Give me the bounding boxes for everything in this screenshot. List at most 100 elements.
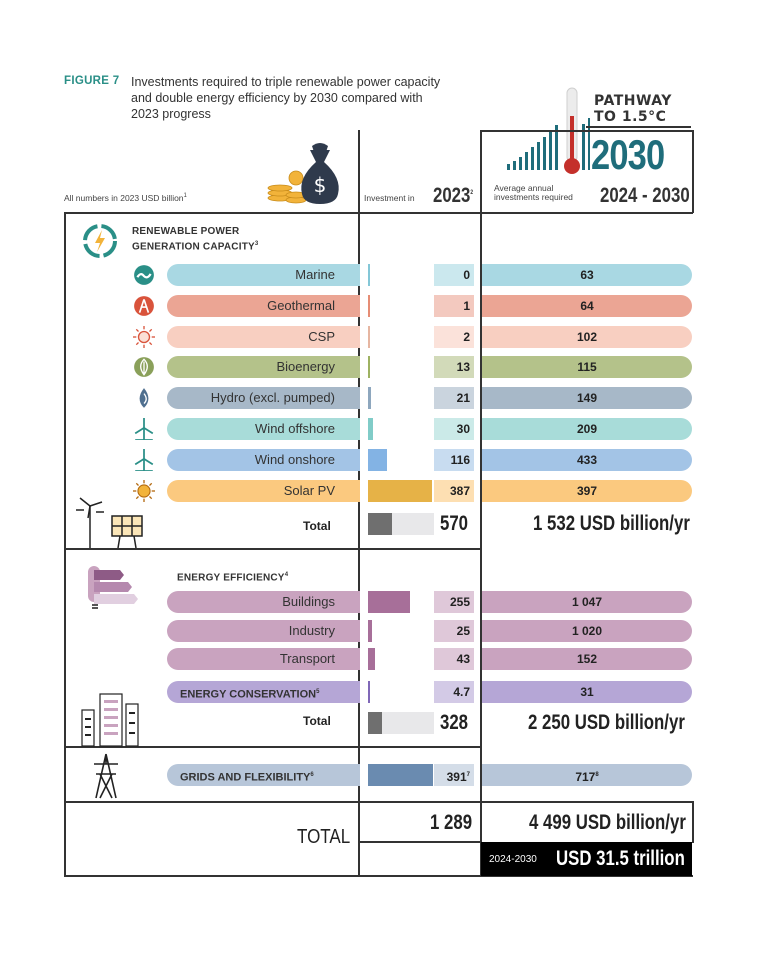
- solar-pv-2023-value: 387: [434, 480, 470, 502]
- wind-offshore-2023-bar: [368, 418, 373, 440]
- industry-2023-value: 25: [434, 620, 470, 642]
- section-divider-1: [64, 548, 481, 550]
- wind-onshore-label: Wind onshore: [170, 449, 335, 471]
- efficiency-title-text: ENERGY EFFICIENCY: [177, 572, 285, 584]
- bioenergy-label-pill: [167, 356, 372, 378]
- csp-bar-track: [360, 326, 432, 348]
- csp-2023-value: 2: [434, 326, 470, 348]
- efficiency-footnote: 4: [284, 572, 289, 578]
- ascending-bars-icon: [507, 125, 558, 170]
- solar-pv-label-pill: [167, 480, 372, 502]
- solar-pv-2030-pill: [482, 480, 692, 502]
- wind-turbine-icon: [134, 418, 154, 440]
- wind-onshore-2030-value-text: 433: [576, 453, 598, 467]
- energy-conservation-label-pill: [167, 681, 372, 703]
- wind-offshore-2030-value: 209: [482, 418, 692, 440]
- grids-and-flexibility-2030-sup: 8: [595, 772, 599, 778]
- cumulative-total-box: 2024-2030 USD 31.5 trillion: [481, 842, 692, 876]
- energy-conservation-2023-value-text: 4.7: [453, 685, 470, 699]
- industry-label: Industry: [170, 620, 335, 642]
- pathway-year: 2030: [591, 131, 665, 178]
- csp-2030-pill: [482, 326, 692, 348]
- buildings-illustration: [81, 693, 139, 747]
- section-divider-2: [64, 746, 481, 748]
- geothermal-2023-bar: [368, 295, 370, 317]
- industry-label-text: Industry: [288, 623, 335, 638]
- grand-total-2030: 4 499 USD billion/yr: [529, 811, 686, 834]
- hydro-excl-pumped-label-pill: [167, 387, 372, 409]
- buildings-2023-cell: [434, 591, 474, 613]
- wave-icon: [134, 265, 154, 285]
- csp-2030-value-text: 102: [576, 330, 598, 344]
- transport-2023-value-text: 43: [456, 652, 470, 666]
- solar-pv-label-text: Solar PV: [283, 483, 335, 498]
- avg-annual-line2: investments required: [494, 192, 573, 202]
- transport-label-text: Transport: [279, 651, 335, 666]
- renewable-total-bar: [368, 513, 393, 535]
- figure-title: Investments required to triple renewable…: [131, 75, 441, 121]
- buildings-2030-pill: [482, 591, 692, 613]
- geothermal-2030-value: 64: [482, 295, 692, 317]
- solar-pv-2023-value-text: 387: [449, 484, 470, 498]
- leaf-icon: [134, 357, 154, 377]
- pathway-title: PATHWAY TO 1.5°C: [594, 93, 672, 125]
- geothermal-label: Geothermal: [170, 295, 335, 317]
- cumulative-period: 2024-2030: [489, 854, 537, 865]
- industry-2023-cell: [434, 620, 474, 642]
- pathway-line1: PATHWAY: [594, 93, 672, 109]
- wind-offshore-2030-pill: [482, 418, 692, 440]
- efficiency-total-bar: [368, 712, 382, 734]
- bioenergy-2030-pill: [482, 356, 692, 378]
- renewable-total-2030: 1 532 USD billion/yr: [533, 512, 690, 535]
- buildings-label-text: Buildings: [282, 594, 335, 609]
- units-note: All numbers in 2023 USD billion1: [64, 193, 187, 203]
- hydro-excl-pumped-label: Hydro (excl. pumped): [170, 387, 335, 409]
- thermometer-icon: [564, 87, 580, 174]
- csp-label-text: CSP: [308, 329, 335, 344]
- energy-conservation-2030-value-text: 31: [580, 685, 594, 699]
- buildings-2023-value: 255: [434, 591, 470, 613]
- bioenergy-2023-value: 13: [434, 356, 470, 378]
- energy-conservation-label-sup: 5: [316, 689, 320, 695]
- efficiency-bars-icon: [88, 566, 138, 609]
- wind-onshore-2023-value-text: 116: [450, 453, 470, 467]
- solar-pv-2030-value-text: 397: [576, 484, 598, 498]
- renewable-title-line1: RENEWABLE POWER: [132, 226, 240, 237]
- energy-conservation-2023-value: 4.7: [434, 681, 470, 703]
- hydro-excl-pumped-label-text: Hydro (excl. pumped): [210, 390, 335, 405]
- wind-solar-illustration: [76, 497, 143, 549]
- energy-conservation-bar-track: [360, 681, 432, 703]
- section-divider-3: [64, 801, 693, 803]
- grids-and-flexibility-label-sup: 6: [310, 772, 314, 778]
- wind-offshore-label-text: Wind offshore: [255, 421, 335, 436]
- hydro-excl-pumped-2023-value: 21: [434, 387, 470, 409]
- wind-onshore-2030-value: 433: [482, 449, 692, 471]
- year-2023-sup: 2: [470, 190, 474, 196]
- units-note-text: All numbers in 2023 USD billion: [64, 193, 184, 203]
- geothermal-label-pill: [167, 295, 372, 317]
- industry-2030-pill: [482, 620, 692, 642]
- geothermal-2030-value-text: 64: [580, 299, 594, 313]
- grids-and-flexibility-label-text: GRIDS AND FLEXIBILITY: [180, 771, 311, 784]
- period-header: 2024 - 2030: [600, 184, 690, 207]
- sun-outline-icon: [133, 326, 155, 348]
- buildings-label-pill: [167, 591, 372, 613]
- water-drop-icon: [139, 388, 149, 408]
- wind-offshore-label: Wind offshore: [170, 418, 335, 440]
- investment-in-label: Investment in: [364, 193, 415, 203]
- solar-pv-label: Solar PV: [170, 480, 335, 502]
- industry-2030-value-text: 1 020: [571, 624, 603, 638]
- csp-2030-value: 102: [482, 326, 692, 348]
- svg-text:$: $: [314, 173, 327, 197]
- renewable-cycle-icon: [83, 224, 117, 258]
- grids-and-flexibility-2023-sup: 7: [466, 772, 470, 778]
- efficiency-total-label: Total: [303, 714, 331, 728]
- total-divider: [358, 841, 481, 843]
- frame-top: [64, 212, 693, 214]
- energy-conservation-label: ENERGY CONSERVATION5: [180, 681, 319, 706]
- wind-offshore-bar-track: [360, 418, 432, 440]
- pathway-divider: [586, 126, 691, 128]
- bioenergy-label: Bioenergy: [170, 356, 335, 378]
- energy-conservation-2023-bar: [368, 681, 370, 703]
- buildings-2023-value-text: 255: [449, 595, 470, 609]
